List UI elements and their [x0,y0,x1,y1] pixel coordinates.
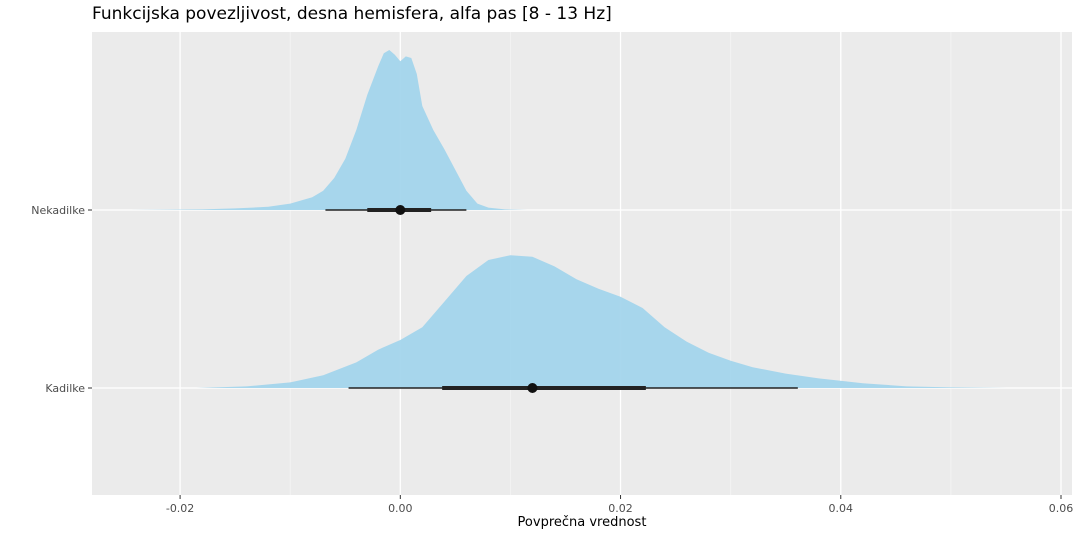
density-areas [130,50,1006,388]
x-tick-label: -0.02 [166,502,194,515]
x-tick-label: 0.00 [388,502,413,515]
x-tick-label: 0.02 [608,502,633,515]
x-tick-label: 0.04 [829,502,854,515]
x-axis-label: Povprečna vrednost [517,515,647,530]
point-estimate [395,205,406,215]
point-estimate [527,383,538,393]
chart-title: Funkcijska povezljivost, desna hemisfera… [92,4,612,24]
x-tick-label: 0.06 [1049,502,1074,515]
x-axis-ticks: -0.02 0.00 0.02 0.04 0.06 [166,495,1073,515]
y-tick-label: Kadilke [45,382,85,395]
density-area [196,255,1006,388]
density-area [130,50,527,210]
plot-panel [92,32,1072,495]
interval-marks [325,205,798,393]
y-axis-ticks: Nekadilke Kadilke [31,204,92,395]
y-tick-label: Nekadilke [31,204,85,217]
